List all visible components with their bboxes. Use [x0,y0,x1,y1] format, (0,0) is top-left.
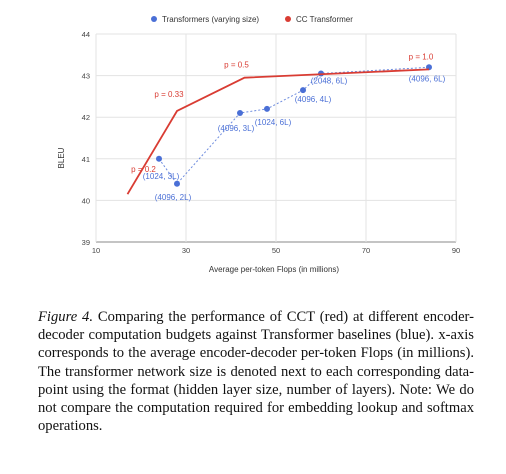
x-tick-label: 90 [452,246,460,255]
cct-point-label: p = 1.0 [409,52,434,61]
legend: Transformers (varying size) CC Transforme… [151,15,353,24]
transformers-point-label: (4096, 3L) [218,124,255,133]
y-tick-label: 40 [82,196,90,205]
legend-transformers-marker [151,16,157,22]
cct-point-label: p = 0.2 [131,165,156,174]
legend-cct-marker [285,16,291,22]
cct-point-label: p = 0.5 [224,61,249,70]
y-tick-label: 44 [82,30,90,39]
axis-ticks: 39 40 41 42 43 44 10 30 50 70 90 [82,30,461,255]
annotations: (1024, 3L) (4096, 2L) (4096, 3L)(1024, 6L)… [131,52,445,201]
transformers-point [237,110,243,117]
y-tick-label: 41 [82,155,90,164]
y-tick-label: 42 [82,113,90,122]
transformers-series-line [158,66,430,185]
cct-point-label: p = 0.33 [154,90,184,99]
y-tick-label: 39 [82,238,90,247]
transformers-point-label: (1024, 6L) [255,118,292,127]
figure-caption-label: Figure 4. [38,309,93,325]
transformers-point-label: (4096, 2L) [155,193,192,202]
figure-caption-text: Comparing the performance of CCT (red) a… [38,309,474,435]
x-tick-label: 30 [182,246,190,255]
x-tick-label: 10 [92,246,100,255]
chart-canvas: 39 40 41 42 43 44 10 30 50 70 90 (1024, 3L) (4096, … [57,15,461,274]
x-tick-label: 50 [272,246,280,255]
bleu-flops-chart: 39 40 41 42 43 44 10 30 50 70 90 (1024, 3L) (4096, … [57,15,461,274]
transformers-point-label: (4096, 6L) [409,74,446,83]
grid [95,33,457,243]
y-tick-label: 43 [82,72,90,81]
series [126,64,432,195]
transformers-point-label: (2048, 6L) [311,77,348,86]
legend-transformers-label: Transformers (varying size) [162,15,259,24]
x-axis-label: Average per-token Flops (in millions) [209,265,339,274]
transformers-point-label: (1024, 3L) [143,172,180,181]
figure-caption: Figure 4. Comparing the performance of C… [38,308,474,435]
transformers-point [174,180,180,187]
transformers-point-label: (4096, 4L) [295,95,332,104]
y-axis-label: BLEU [57,147,66,168]
transformers-point [300,87,306,94]
transformers-point [264,105,270,112]
transformers-point [156,155,162,162]
legend-cct-label: CC Transformer [296,15,353,24]
x-tick-label: 70 [362,246,370,255]
cct-series-line [126,68,430,195]
